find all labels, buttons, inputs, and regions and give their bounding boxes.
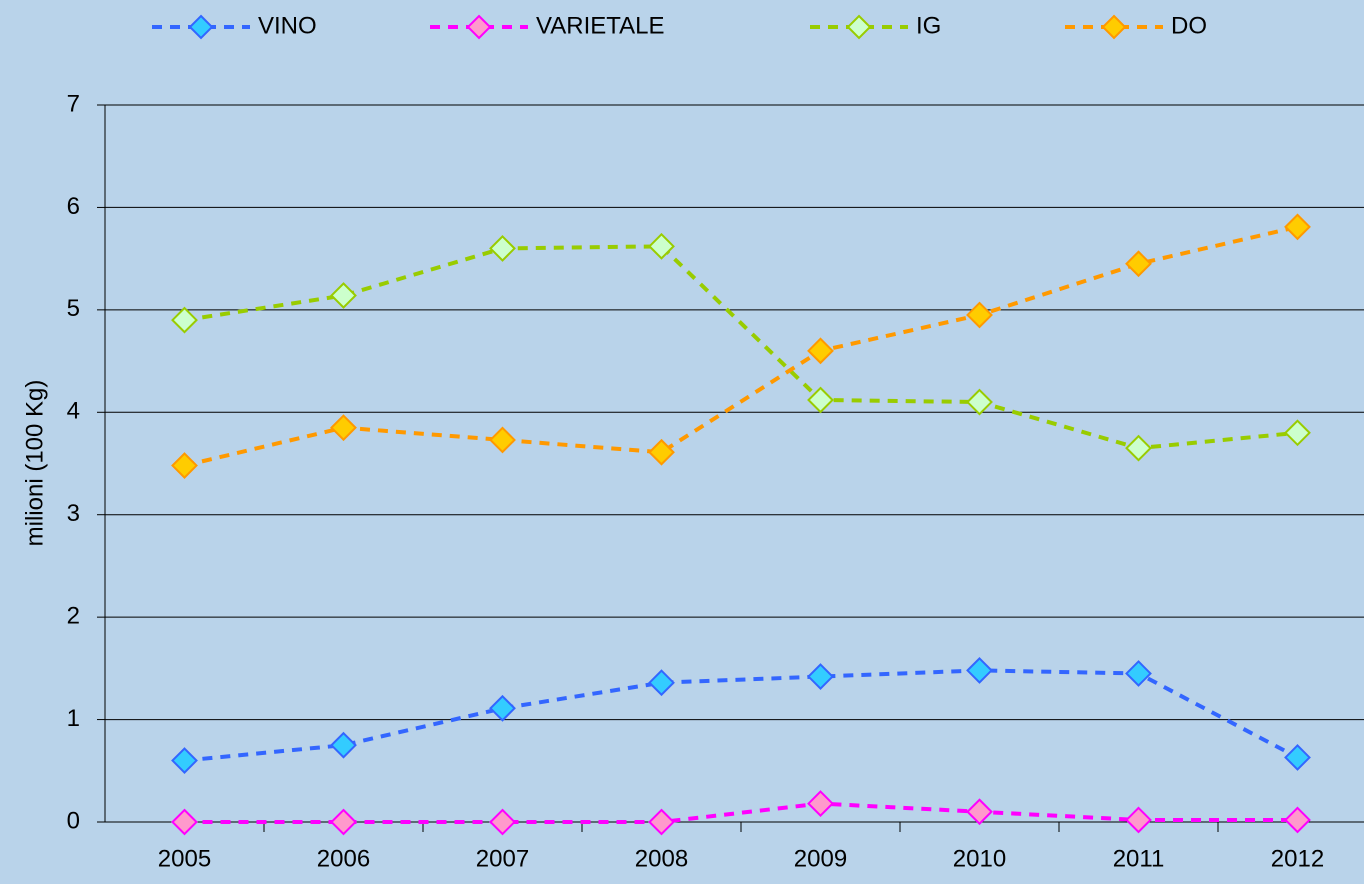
marker xyxy=(330,808,357,836)
marker xyxy=(1284,419,1311,447)
series-line xyxy=(184,224,1298,468)
x-tick-label: 2007 xyxy=(476,845,529,872)
x-tick-label: 2005 xyxy=(158,845,211,872)
x-tick-label: 2009 xyxy=(794,845,847,872)
y-tick-label: 7 xyxy=(67,90,80,117)
marker xyxy=(330,414,357,442)
marker xyxy=(171,747,198,774)
x-tick-label: 2006 xyxy=(317,845,370,872)
legend-marker xyxy=(466,14,492,40)
legend-label: VARIETALE xyxy=(536,12,664,39)
marker xyxy=(1125,660,1152,687)
y-tick-label: 3 xyxy=(67,500,80,527)
marker xyxy=(966,301,993,329)
marker xyxy=(171,306,198,334)
marker xyxy=(171,452,198,479)
x-tick-label: 2008 xyxy=(635,845,688,872)
marker xyxy=(1125,250,1152,278)
marker xyxy=(489,234,516,262)
legend-marker xyxy=(1101,14,1127,40)
marker xyxy=(1284,213,1311,241)
y-tick-label: 2 xyxy=(67,602,80,629)
marker xyxy=(489,426,516,454)
marker xyxy=(966,388,993,416)
y-tick-label: 5 xyxy=(67,295,80,322)
y-tick-label: 4 xyxy=(67,398,80,425)
marker xyxy=(966,656,993,684)
marker xyxy=(966,798,993,826)
series-line xyxy=(184,244,1298,451)
marker xyxy=(1125,806,1152,834)
marker xyxy=(1284,744,1311,771)
marker xyxy=(648,808,675,836)
marker xyxy=(807,663,834,690)
x-tick-label: 2010 xyxy=(953,845,1006,872)
x-tick-label: 2012 xyxy=(1271,845,1324,872)
marker xyxy=(807,386,834,414)
marker xyxy=(489,808,516,836)
y-tick-label: 1 xyxy=(67,705,80,732)
legend-marker xyxy=(846,14,872,40)
marker xyxy=(807,790,834,817)
marker xyxy=(489,694,516,722)
marker xyxy=(648,232,675,260)
legend-label: IG xyxy=(916,12,941,39)
marker xyxy=(807,337,834,365)
marker xyxy=(1125,434,1152,462)
series-line xyxy=(184,668,1299,763)
marker xyxy=(330,282,357,309)
x-tick-label: 2011 xyxy=(1113,845,1165,872)
y-tick-label: 0 xyxy=(67,807,80,834)
legend-label: DO xyxy=(1171,12,1207,39)
marker xyxy=(171,808,198,836)
series-line xyxy=(184,801,1298,824)
marker xyxy=(648,669,675,697)
marker xyxy=(330,731,357,759)
y-tick-label: 6 xyxy=(67,193,80,220)
legend-label: VINO xyxy=(258,12,317,39)
legend-marker xyxy=(188,14,214,40)
y-axis-label: milioni (100 Kg) xyxy=(21,380,48,547)
marker xyxy=(648,438,675,466)
marker xyxy=(1284,806,1311,834)
